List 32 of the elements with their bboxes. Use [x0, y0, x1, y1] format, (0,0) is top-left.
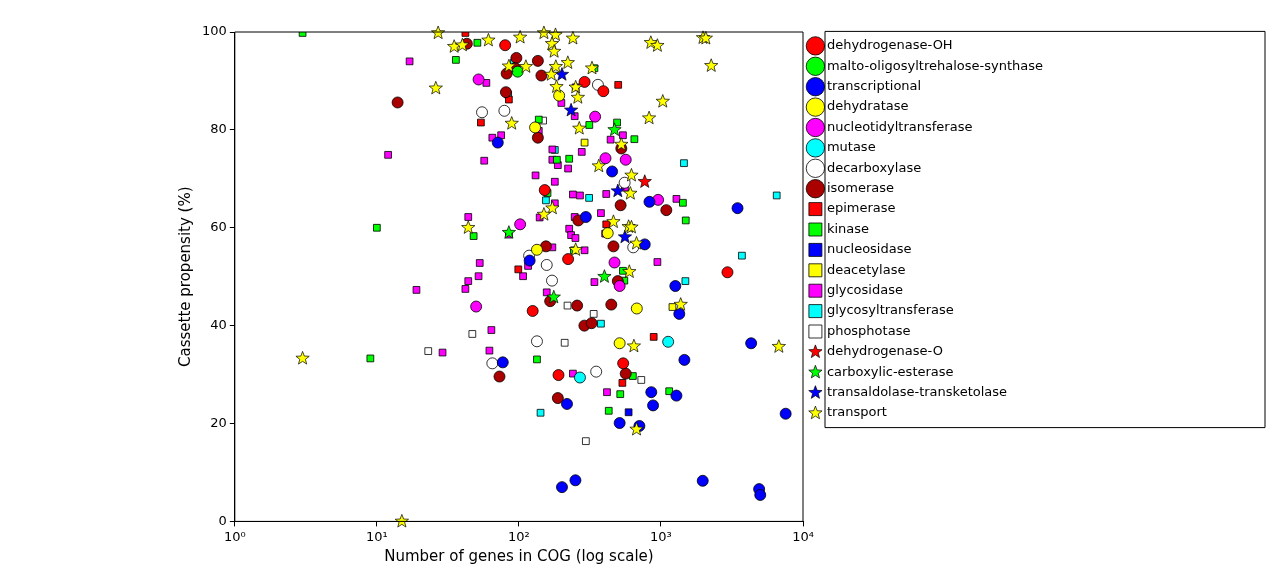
legend-label: nucleosidase [826, 241, 912, 257]
legend-label: deacetylase [826, 261, 906, 277]
legend-label: dehydrogenase-O [826, 343, 943, 359]
legend-label: dehydrogenase-OH [826, 37, 953, 53]
x-tick-label: 10⁰ [223, 528, 246, 544]
x-axis-title: Number of genes in COG (log scale) [384, 546, 654, 565]
x-tick-label: 10¹ [365, 528, 388, 544]
legend-label: mutase [826, 139, 876, 155]
legend-label: glycosyltransferase [826, 302, 954, 318]
x-tick-label: 10² [508, 528, 530, 544]
legend-label: carboxylic-esterase [826, 363, 954, 379]
legend-label: malto-oligosyltrehalose-synthase [826, 57, 1043, 73]
y-tick-label: 80 [210, 121, 227, 137]
x-tick-label: 10³ [650, 528, 672, 544]
legend-label: transport [826, 404, 887, 420]
y-tick-label: 40 [210, 317, 227, 333]
legend-label: glycosidase [826, 282, 903, 298]
y-tick-label: 100 [201, 23, 227, 39]
legend-label: isomerase [826, 180, 894, 196]
legend-label: phosphotase [826, 322, 911, 338]
y-tick-label: 20 [210, 414, 227, 430]
y-axis-title: Cassette propensity (%) [175, 186, 194, 367]
legend-label: transcriptional [826, 78, 922, 94]
legend-label: nucleotidyltransferase [826, 118, 973, 134]
x-tick-label: 10⁴ [792, 528, 814, 544]
legend-label: transaldolase-transketolase [826, 384, 1008, 400]
legend-label: epimerase [826, 200, 896, 216]
y-tick-label: 60 [210, 219, 227, 235]
y-tick-label: 0 [218, 512, 227, 528]
legend-label: dehydratase [826, 98, 909, 114]
legend-label: kinase [826, 220, 870, 236]
legend-label: decarboxylase [826, 159, 922, 175]
